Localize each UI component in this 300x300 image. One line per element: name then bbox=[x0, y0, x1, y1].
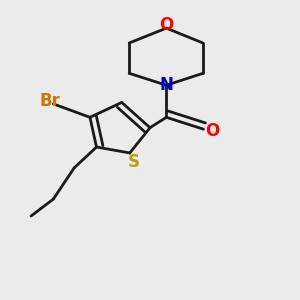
Text: O: O bbox=[159, 16, 173, 34]
Text: N: N bbox=[159, 76, 173, 94]
Text: S: S bbox=[128, 153, 140, 171]
Text: Br: Br bbox=[39, 92, 60, 110]
Text: O: O bbox=[205, 122, 220, 140]
